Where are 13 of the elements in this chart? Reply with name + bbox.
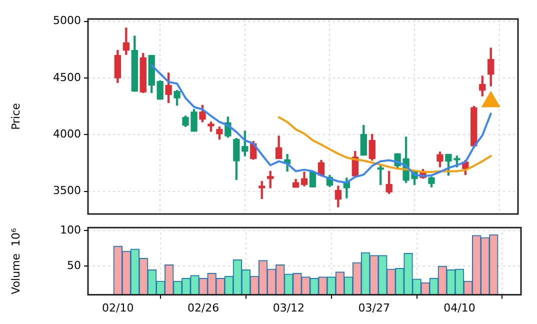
- x-tick-label: 04/10: [444, 301, 476, 314]
- x-tick-label: 03/27: [358, 301, 390, 314]
- y-tick-label: 50: [67, 259, 81, 272]
- y-axis-title: Volume 10⁶: [9, 227, 22, 294]
- y-tick-label: 4000: [53, 128, 81, 140]
- y-axis-title: Price: [9, 102, 22, 130]
- y-tick-label: 3500: [53, 184, 81, 198]
- x-tick-label: 02/26: [187, 301, 220, 314]
- y-tick-label: 100: [60, 223, 81, 236]
- x-tick-label: 03/12: [272, 301, 305, 314]
- y-tick-label: 5000: [53, 14, 81, 28]
- x-tick-label: 02/10: [102, 301, 134, 314]
- y-tick-label: 4500: [53, 70, 81, 84]
